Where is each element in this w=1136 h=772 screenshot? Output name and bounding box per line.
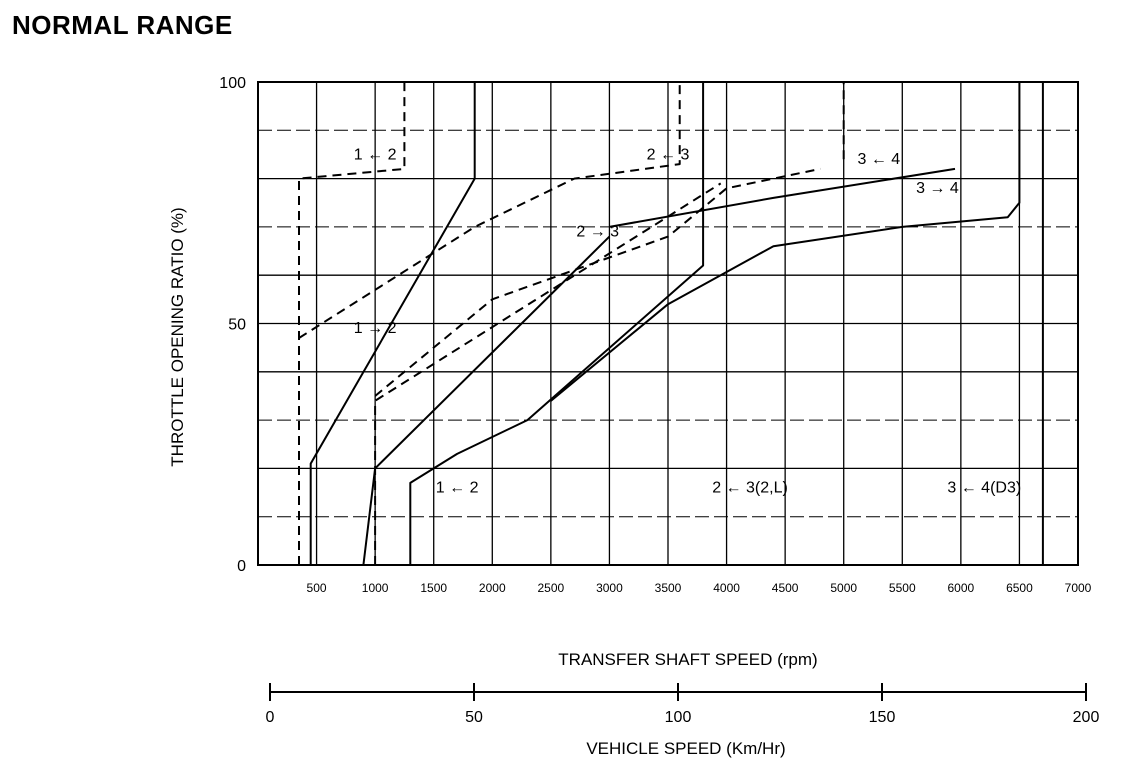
- annotation-layer: 1 ← 2 2 ← 3 3 ← 4 3 → 4 2 → 3 1 → 2 1 ← 2 2 ← 3…: [354, 146, 1021, 496]
- x-axis-label: TRANSFER SHAFT SPEED (rpm): [558, 650, 817, 669]
- shift-line-9: [550, 82, 1021, 402]
- vehicle-speed-tick-label: 150: [869, 709, 896, 726]
- shift-line-2: [298, 82, 406, 565]
- x-tick-label: 5500: [889, 581, 916, 595]
- vehicle-speed-tick-label: 200: [1073, 709, 1100, 726]
- x-tick-label: 1500: [420, 581, 447, 595]
- shift-line-6: [374, 182, 722, 565]
- y-tick-label: 100: [219, 75, 246, 92]
- x-tick-label: 4000: [713, 581, 740, 595]
- x-tick-label: 3500: [655, 581, 682, 595]
- shift-line-4: [362, 235, 611, 566]
- x-tick-label: 6500: [1006, 581, 1033, 595]
- shift-line-5: [409, 82, 705, 565]
- shift-line-7: [609, 167, 956, 228]
- grid-layer: [257, 81, 1079, 566]
- vehicle-speed-tick-label: 50: [465, 709, 483, 726]
- y-tick-label: 50: [228, 317, 246, 334]
- vehicle-speed-tick-label: 0: [266, 709, 275, 726]
- vehicle-speed-axis-label: VEHICLE SPEED (Km/Hr): [586, 739, 785, 758]
- shift-annotation: 3 → 4: [916, 180, 959, 197]
- y-axis-label: THROTTLE OPENING RATIO (%): [168, 207, 187, 466]
- x-tick-label: 6000: [948, 581, 975, 595]
- shift-annotation: 1 ← 2: [436, 480, 479, 497]
- x-tick-label: 5000: [830, 581, 857, 595]
- vehicle-speed-tick-label: 100: [665, 709, 692, 726]
- shift-line-3: [298, 82, 681, 339]
- y-tick-label: 0: [237, 558, 246, 575]
- shift-annotation: 1 → 2: [354, 320, 397, 337]
- shift-annotation: 2 ← 3(2,L): [712, 480, 788, 497]
- x-tick-label: 1000: [362, 581, 389, 595]
- shift-annotation: 2 ← 3: [647, 146, 690, 163]
- x-tick-label: 7000: [1065, 581, 1092, 595]
- x-tick-label: 2000: [479, 581, 506, 595]
- x-tick-label: 3000: [596, 581, 623, 595]
- series-layer: [298, 82, 1044, 566]
- x-tick-label: 4500: [772, 581, 799, 595]
- tick-layer: 500 1000 1500 2000 2500 3000 3500 4000 4500 5000 5…: [219, 75, 1091, 595]
- shift-line-8: [374, 167, 821, 397]
- x-tick-label: 500: [307, 581, 327, 595]
- shift-annotation: 1 ← 2: [354, 146, 397, 163]
- page-title: NORMAL RANGE: [12, 10, 233, 40]
- shift-annotation: 2 → 3: [576, 224, 619, 241]
- shift-line-1: [309, 82, 476, 565]
- x-tick-label: 2500: [538, 581, 565, 595]
- shift-annotation: 3 ← 4(D3): [947, 480, 1021, 497]
- vehicle-speed-axis: 0 50 100 150 200: [266, 683, 1100, 726]
- shift-annotation: 3 ← 4: [858, 151, 901, 168]
